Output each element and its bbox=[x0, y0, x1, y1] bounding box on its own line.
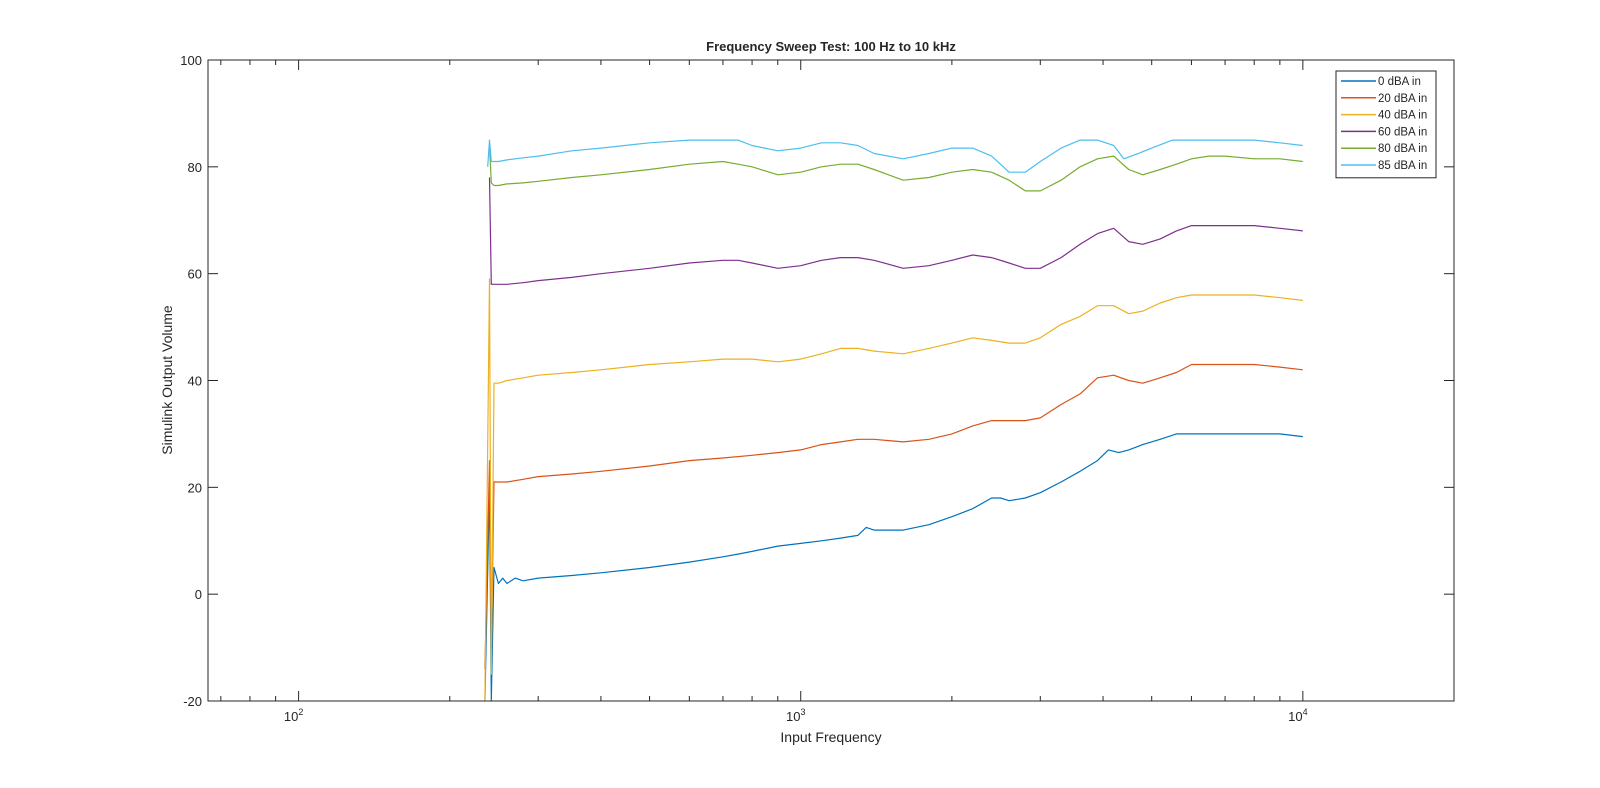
x-tick-label: 103 bbox=[786, 707, 805, 724]
y-tick-label: 100 bbox=[180, 53, 202, 68]
series-line-5 bbox=[487, 139, 1303, 173]
legend: 0 dBA in 20 dBA in 40 dBA in 60 dBA in 80 dB… bbox=[1335, 70, 1437, 179]
chart-title: Frequency Sweep Test: 100 Hz to 10 kHz bbox=[706, 39, 956, 54]
legend-label: 60 dBA in bbox=[1378, 126, 1427, 138]
legend-label: 80 dBA in bbox=[1378, 143, 1427, 155]
x-axis-label: Input Frequency bbox=[780, 729, 881, 745]
series-line-2 bbox=[484, 278, 1303, 701]
y-axis-label: Simulink Output Volume bbox=[159, 305, 175, 455]
legend-label: 20 dBA in bbox=[1378, 93, 1427, 105]
x-tick-label: 102 bbox=[284, 707, 303, 724]
axes-background bbox=[208, 60, 1454, 701]
y-tick-label: 80 bbox=[188, 160, 202, 175]
series-line-0 bbox=[484, 433, 1303, 701]
y-tick-label: 40 bbox=[188, 374, 202, 389]
legend-label: 0 dBA in bbox=[1378, 76, 1421, 88]
series-lines bbox=[484, 139, 1303, 701]
y-tick-label: 20 bbox=[188, 480, 202, 495]
series-line-1 bbox=[484, 363, 1303, 670]
y-tick-label: 0 bbox=[195, 587, 202, 602]
series-line-3 bbox=[488, 177, 1303, 285]
legend-label: 40 dBA in bbox=[1378, 110, 1427, 122]
y-tick-label: -20 bbox=[183, 694, 202, 709]
axes-box bbox=[207, 59, 1455, 702]
legend-box bbox=[1335, 70, 1437, 179]
y-tick-label: 60 bbox=[188, 267, 202, 282]
legend-label: 85 dBA in bbox=[1378, 160, 1427, 172]
series-line-4 bbox=[488, 145, 1303, 192]
x-tick-label: 104 bbox=[1288, 707, 1307, 724]
